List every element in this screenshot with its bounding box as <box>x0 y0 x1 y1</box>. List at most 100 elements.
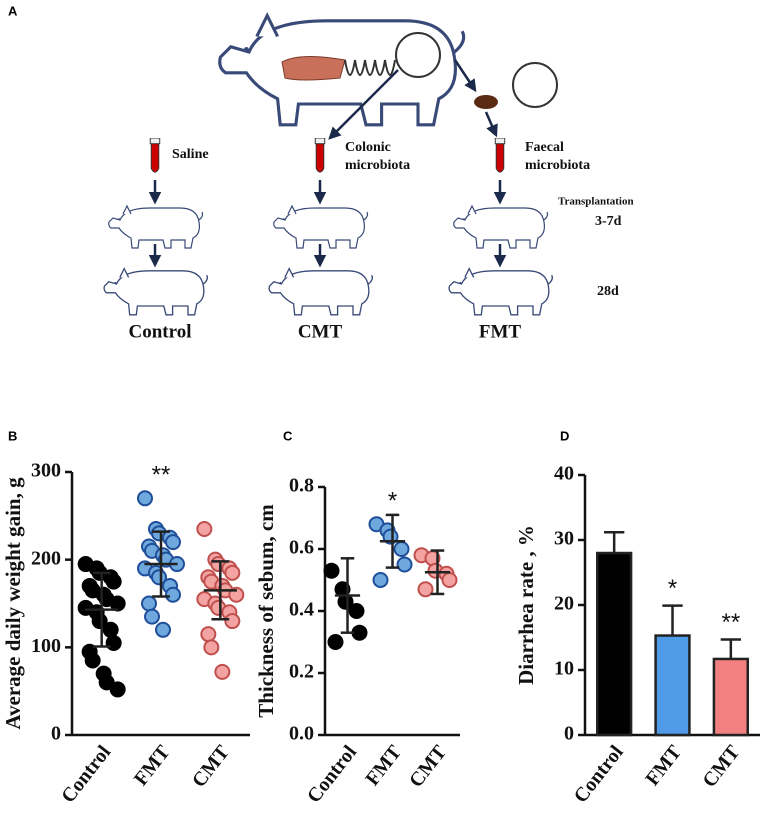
faeces <box>474 95 498 109</box>
pig <box>268 267 374 316</box>
data-point <box>393 541 410 557</box>
data-point <box>137 490 153 507</box>
data-point <box>348 603 365 619</box>
y-axis-label: Diarrhea rate , % <box>514 525 538 685</box>
data-point <box>105 634 122 651</box>
chart-panel: B Average daily weight gain, g 0 100 200 300 C… <box>1 428 250 807</box>
significance-mark: * <box>388 488 397 515</box>
y-tick-label: 0 <box>51 723 61 745</box>
data-point <box>224 564 241 581</box>
data-point <box>396 556 413 573</box>
data-point <box>417 581 434 598</box>
y-tick-label: 10 <box>554 658 574 680</box>
period-label: 28d <box>597 284 619 299</box>
y-tick-label: 0.0 <box>289 723 314 745</box>
sd-bar <box>152 530 170 598</box>
x-tick-label: Control <box>303 741 361 807</box>
data-point <box>155 621 171 638</box>
y-tick-label: 0.2 <box>289 661 314 683</box>
error-bar <box>720 638 741 659</box>
chart-panel: D Diarrhea rate , % 0 10 20 30 40 Control FMT * CM… <box>514 428 760 807</box>
arrow <box>328 69 399 140</box>
error-bar <box>604 530 625 553</box>
group-label: CMT <box>298 321 343 342</box>
significance-mark: ** <box>721 609 740 636</box>
panel-label: C <box>283 428 293 443</box>
bar <box>712 657 750 737</box>
data-point <box>224 613 241 630</box>
data-point <box>351 624 368 641</box>
y-tick-label: 0.6 <box>289 537 314 559</box>
data-point <box>144 608 160 625</box>
data-point <box>441 572 458 588</box>
stomach <box>281 55 346 81</box>
panel-label: B <box>8 428 17 443</box>
significance-mark: * <box>668 575 677 602</box>
data-point <box>105 573 122 590</box>
data-point <box>165 534 181 551</box>
faecal-label: Faecal <box>525 140 564 155</box>
sd-bar <box>340 557 355 634</box>
data-point <box>102 621 119 638</box>
x-tick-label: CMT <box>405 741 451 792</box>
y-tick-label: 40 <box>554 463 574 485</box>
group-label: FMT <box>479 321 522 342</box>
group-label: Control <box>129 321 192 342</box>
data-point <box>323 562 340 579</box>
data-point <box>203 639 220 656</box>
chart-panel: C Thickness of sebum, cm 0.0 0.2 0.4 0.6 0.8 Co… <box>254 428 460 807</box>
pig <box>103 267 209 316</box>
tube <box>314 138 326 173</box>
panel-label: D <box>560 428 569 443</box>
sd-bar <box>92 571 111 648</box>
panel-label: A <box>8 3 18 18</box>
y-tick-label: 100 <box>31 635 61 657</box>
tube <box>149 138 161 173</box>
x-tick-label: FMT <box>130 741 175 790</box>
arrow <box>484 111 498 138</box>
colonic-label: microbiota <box>345 158 410 173</box>
y-tick-label: 30 <box>554 528 574 550</box>
data-point <box>327 634 344 650</box>
colonic-label: Colonic <box>345 140 391 155</box>
x-tick-label: FMT <box>641 741 686 790</box>
y-axis-label: Average daily weight gain, g <box>1 477 25 730</box>
x-tick-label: CMT <box>188 741 234 792</box>
x-tick-label: Control <box>57 741 115 807</box>
bar <box>654 634 691 737</box>
arrow <box>453 59 477 93</box>
sd-bar <box>211 560 230 621</box>
data-point <box>151 569 167 586</box>
pig <box>448 267 554 316</box>
data-point <box>109 681 126 698</box>
error-bar <box>662 604 683 636</box>
data-point <box>196 520 213 537</box>
data-point <box>98 674 115 691</box>
pig <box>453 205 549 249</box>
panel-a: A Saline Colonic microbiota Faecal micro… <box>8 3 634 342</box>
y-tick-label: 0.4 <box>289 599 314 621</box>
data-point <box>84 652 101 669</box>
significance-mark: ** <box>152 462 171 489</box>
y-tick-label: 0 <box>564 723 574 745</box>
bar <box>596 551 633 737</box>
microbe-circle <box>512 62 558 108</box>
data-point <box>141 595 157 612</box>
y-tick-label: 20 <box>554 593 574 615</box>
intestine <box>344 59 396 76</box>
x-tick-label: CMT <box>698 741 744 792</box>
pig <box>273 205 369 249</box>
faecal-label: microbiota <box>525 158 590 173</box>
transplantation-label: Transplantation <box>558 196 634 208</box>
data-point <box>214 663 231 680</box>
sd-bar <box>385 513 400 569</box>
sd-bar <box>430 549 445 596</box>
y-tick-label: 0.8 <box>289 475 314 497</box>
y-tick-label: 300 <box>31 460 61 482</box>
microbe-circle <box>395 32 441 78</box>
data-point <box>165 586 181 603</box>
y-tick-label: 200 <box>31 547 61 569</box>
y-axis-label: Thickness of sebum, cm <box>254 504 278 718</box>
data-point <box>91 613 108 630</box>
